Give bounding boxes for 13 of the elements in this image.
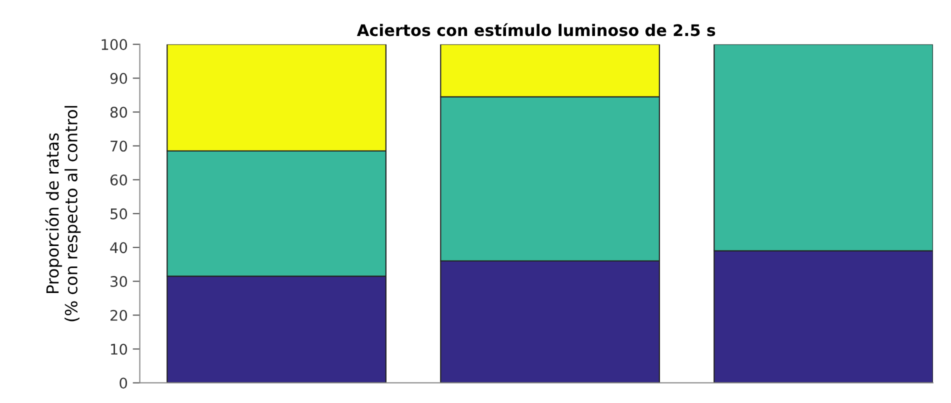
y-tick-label: 20 xyxy=(110,310,128,321)
y-tick-label: 80 xyxy=(110,106,128,118)
y-tick-label: 50 xyxy=(110,208,128,220)
chart-title: Aciertos con estímulo luminoso de 2.5 s xyxy=(356,23,716,36)
y-tick-label: 90 xyxy=(110,72,128,84)
y-tick-label: 0 xyxy=(120,378,128,389)
y-tick-label: 40 xyxy=(110,242,128,254)
y-tick-label: 70 xyxy=(110,140,128,152)
y-axis-title: Proporción de ratas (% con respecto al control xyxy=(45,106,81,322)
y-tick-label: 30 xyxy=(110,276,128,288)
y-tick-label: 60 xyxy=(110,174,128,186)
y-tick-label: 100 xyxy=(102,39,128,50)
y-tick-label: 10 xyxy=(111,344,128,355)
